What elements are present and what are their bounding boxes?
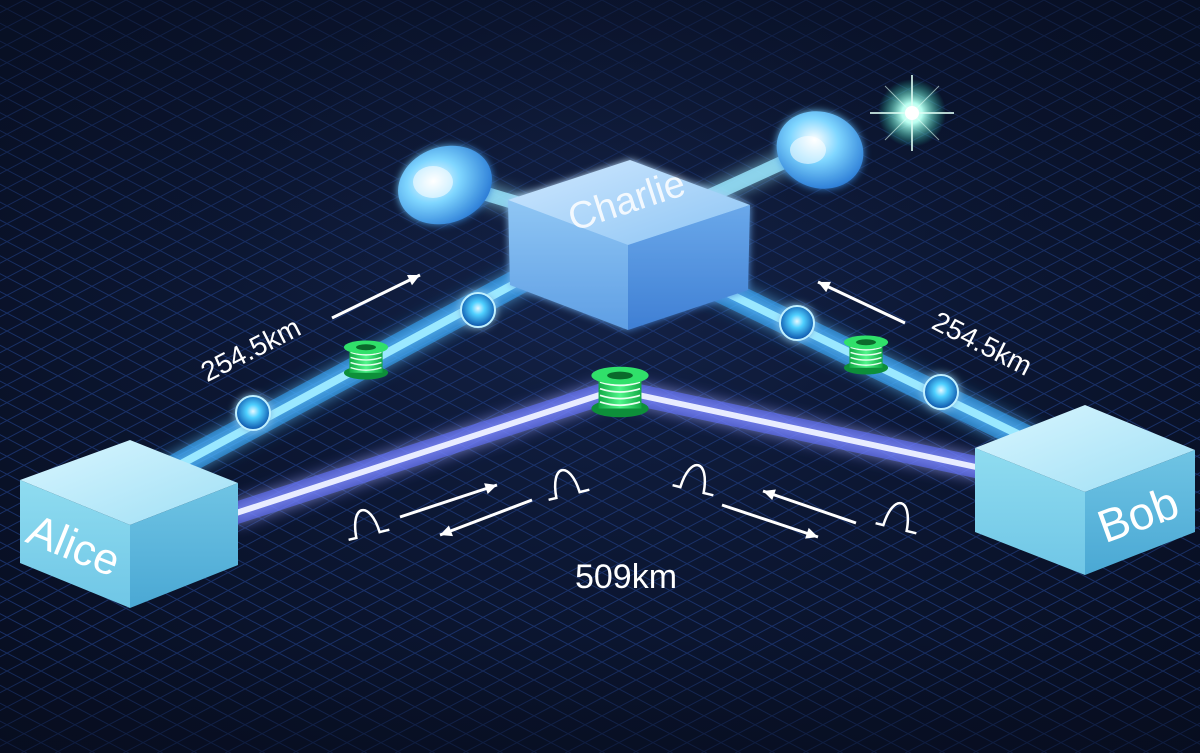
pulse-icon [672, 464, 714, 497]
detector-right [776, 111, 864, 189]
star-sparkle-icon [870, 75, 954, 151]
charlie-node: Charlie [508, 160, 750, 330]
direction-arrow-icon [399, 483, 498, 519]
direction-arrow-icon [721, 503, 819, 539]
photon [779, 305, 815, 341]
arrow-list [331, 273, 906, 539]
direction-arrow-icon [439, 498, 533, 537]
pulse-icon [348, 509, 390, 542]
photon [460, 292, 496, 328]
pulse-icon [548, 469, 590, 502]
distance-alice-bob: 509km [575, 558, 677, 596]
bob-node: Bob [975, 405, 1195, 575]
photon-list [235, 292, 959, 431]
photon [923, 374, 959, 410]
pulse-icon [875, 502, 917, 535]
fiber-spool-icon [843, 335, 889, 375]
direction-arrow-icon [331, 273, 421, 320]
direction-arrow-icon [762, 489, 857, 525]
direction-arrow-icon [817, 280, 906, 325]
fiber-spool-list [343, 335, 889, 418]
photon [235, 395, 271, 431]
fiber-spool-icon [591, 366, 649, 418]
fiber-spool-icon [343, 340, 389, 380]
alice-node: Alice [20, 440, 238, 608]
detector-left [398, 145, 492, 225]
pulse-list [348, 464, 917, 542]
